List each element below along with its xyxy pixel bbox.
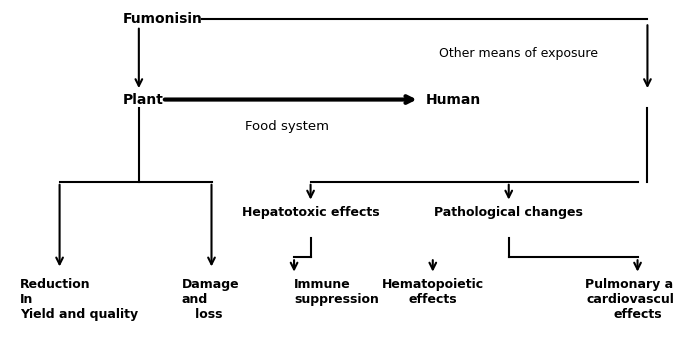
- Text: Other means of exposure: Other means of exposure: [439, 47, 599, 60]
- Text: Food system: Food system: [245, 120, 328, 133]
- Text: Hematopoietic
effects: Hematopoietic effects: [381, 278, 484, 306]
- Text: Hepatotoxic effects: Hepatotoxic effects: [242, 206, 379, 219]
- Text: Pathological changes: Pathological changes: [434, 206, 583, 219]
- Text: Reduction
In
Yield and quality: Reduction In Yield and quality: [20, 278, 138, 321]
- Text: Human: Human: [426, 92, 481, 106]
- Text: Pulmonary and
cardiovascular
effects: Pulmonary and cardiovascular effects: [584, 278, 674, 321]
- Text: Immune
suppression: Immune suppression: [294, 278, 379, 306]
- Text: Damage
and
   loss: Damage and loss: [182, 278, 239, 321]
- Text: Fumonisin: Fumonisin: [123, 12, 202, 26]
- Text: Plant: Plant: [123, 92, 163, 106]
